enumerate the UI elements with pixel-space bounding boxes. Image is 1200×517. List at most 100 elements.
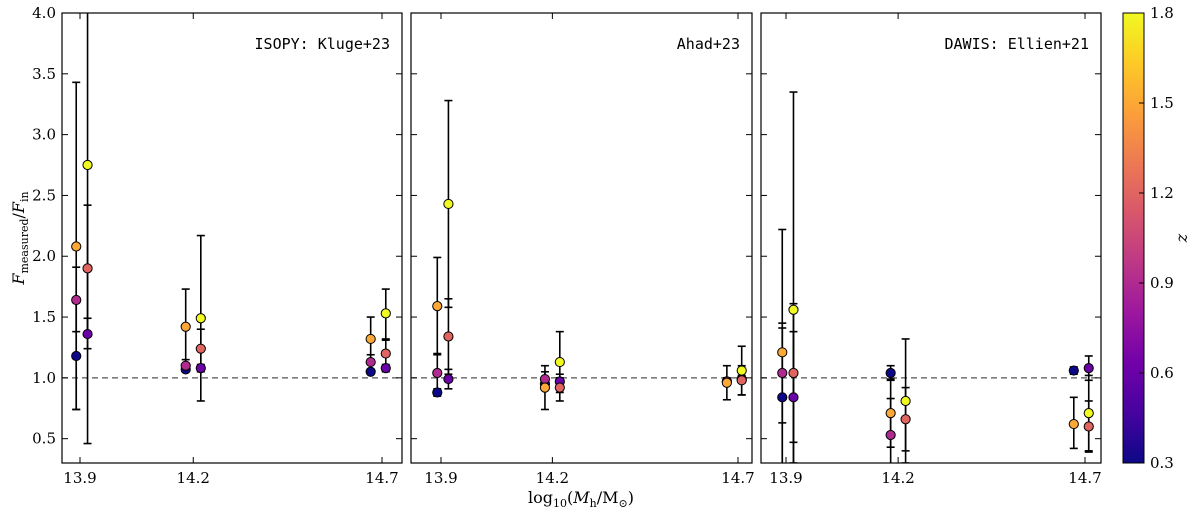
data-point — [365, 356, 376, 368]
data-point — [539, 373, 551, 385]
x-title-sub-h: h — [590, 497, 597, 510]
colorbar-label: z — [1172, 233, 1191, 243]
x-title-log: log — [528, 488, 553, 507]
colorbar-gradient — [1122, 12, 1145, 464]
data-point — [432, 367, 443, 379]
data-point — [1068, 418, 1079, 430]
data-point — [788, 392, 799, 403]
data-point — [736, 375, 747, 386]
y-title-slash: / — [9, 212, 28, 218]
data-point — [788, 367, 799, 379]
data-point — [885, 429, 896, 441]
data-point — [71, 241, 82, 252]
panel-2: Ahad+23 — [410, 12, 753, 464]
data-point — [82, 328, 93, 340]
x-title-slash: / — [597, 488, 603, 507]
x-title-sun: ⊙ — [619, 497, 628, 510]
x-tick-label: 14.7 — [721, 469, 754, 487]
colorbar-ticks: 0.3 0.6 0.9 1.2 1.5 1.8 — [1139, 4, 1174, 472]
panel-1-frame — [61, 12, 403, 464]
data-point — [554, 356, 565, 368]
data-point — [443, 198, 454, 210]
data-point — [71, 350, 82, 362]
x-title-m: M — [572, 488, 590, 507]
data-point — [1083, 421, 1094, 432]
y-tick-label: 0.5 — [32, 430, 56, 448]
y-tick-label: 2.0 — [32, 247, 56, 265]
data-point — [1083, 408, 1094, 419]
y-tick-label: 1.5 — [32, 308, 56, 326]
data-point — [788, 304, 799, 315]
x-title-sub10: 10 — [553, 497, 567, 510]
x-tick-label: 14.2 — [177, 469, 210, 487]
data-point — [82, 263, 93, 274]
y-tick-label: 3.5 — [32, 65, 56, 83]
y-axis-title: Fmeasured/Fin — [9, 191, 31, 285]
panel-1-marks — [62, 13, 402, 445]
colorbar-tick-label: 1.5 — [1150, 94, 1174, 112]
x-tick-label: 14.7 — [365, 469, 398, 487]
x-tick-label: 13.9 — [769, 469, 802, 487]
data-point — [900, 414, 911, 425]
data-point — [1068, 365, 1079, 376]
data-point — [554, 382, 565, 393]
data-point — [82, 159, 93, 171]
data-point — [71, 294, 82, 306]
colorbar-tick-label: 1.2 — [1150, 184, 1174, 202]
data-point — [195, 363, 206, 374]
panel-1-label: ISOPY: Kluge+23 — [255, 35, 390, 53]
x-title-paren-close: ) — [628, 488, 634, 507]
data-point — [380, 348, 391, 359]
y-title-sub-measured: measured — [18, 218, 31, 273]
data-point — [365, 366, 376, 377]
x-title-paren-open: ( — [567, 488, 573, 507]
x-tick-label: 14.2 — [536, 469, 569, 487]
data-point — [1083, 363, 1094, 374]
panel-3-label: DAWIS: Ellien+21 — [945, 35, 1090, 53]
panel-2-frame — [410, 12, 753, 464]
data-point — [777, 392, 788, 403]
x-title-msun: M — [602, 488, 618, 507]
data-point — [539, 382, 551, 393]
data-point — [432, 301, 443, 312]
data-point — [180, 321, 191, 332]
y-title-sub-in: in — [18, 191, 31, 202]
x-tick-label: 14.2 — [881, 469, 914, 487]
y-tick-label: 1.0 — [32, 369, 56, 387]
data-point — [900, 395, 911, 407]
data-point — [885, 408, 896, 419]
y-title-f1: F — [9, 273, 28, 286]
axis-ticks: 0.5 1.0 1.5 2.0 2.5 3.0 3.5 4.0 13.9 14.2 14.7 13.9… — [32, 4, 1102, 487]
data-point — [777, 367, 788, 379]
y-tick-label: 4.0 — [32, 4, 56, 22]
data-point — [736, 365, 747, 376]
colorbar-tick-label: 0.3 — [1150, 454, 1174, 472]
y-tick-label: 3.0 — [32, 126, 56, 144]
data-point — [380, 308, 391, 319]
panel-3: DAWIS: Ellien+21 — [760, 12, 1102, 464]
x-tick-label: 13.9 — [424, 469, 457, 487]
data-point — [721, 377, 732, 388]
data-point — [195, 313, 206, 324]
panel-2-label: Ahad+23 — [677, 35, 740, 53]
x-tick-label: 13.9 — [63, 469, 96, 487]
data-point — [180, 360, 191, 371]
data-point — [432, 387, 443, 398]
data-point — [443, 331, 454, 342]
x-tick-label: 14.7 — [1068, 469, 1101, 487]
data-point — [885, 367, 896, 379]
colorbar-tick-label: 0.6 — [1150, 364, 1174, 382]
y-title-f2: F — [9, 201, 28, 214]
y-tick-label: 2.5 — [32, 186, 56, 204]
data-point — [365, 333, 376, 345]
panel-3-frame — [760, 12, 1102, 464]
panel-3-marks — [761, 91, 1101, 463]
data-point — [380, 363, 391, 374]
panel-2-marks — [411, 99, 752, 411]
data-point — [443, 373, 454, 385]
colorbar-tick-label: 1.8 — [1150, 4, 1174, 22]
colorbar: 0.3 0.6 0.9 1.2 1.5 1.8 z — [1122, 4, 1191, 472]
x-axis-title: log10(Mh/M⊙) — [528, 488, 634, 510]
colorbar-tick-label: 0.9 — [1150, 274, 1174, 292]
